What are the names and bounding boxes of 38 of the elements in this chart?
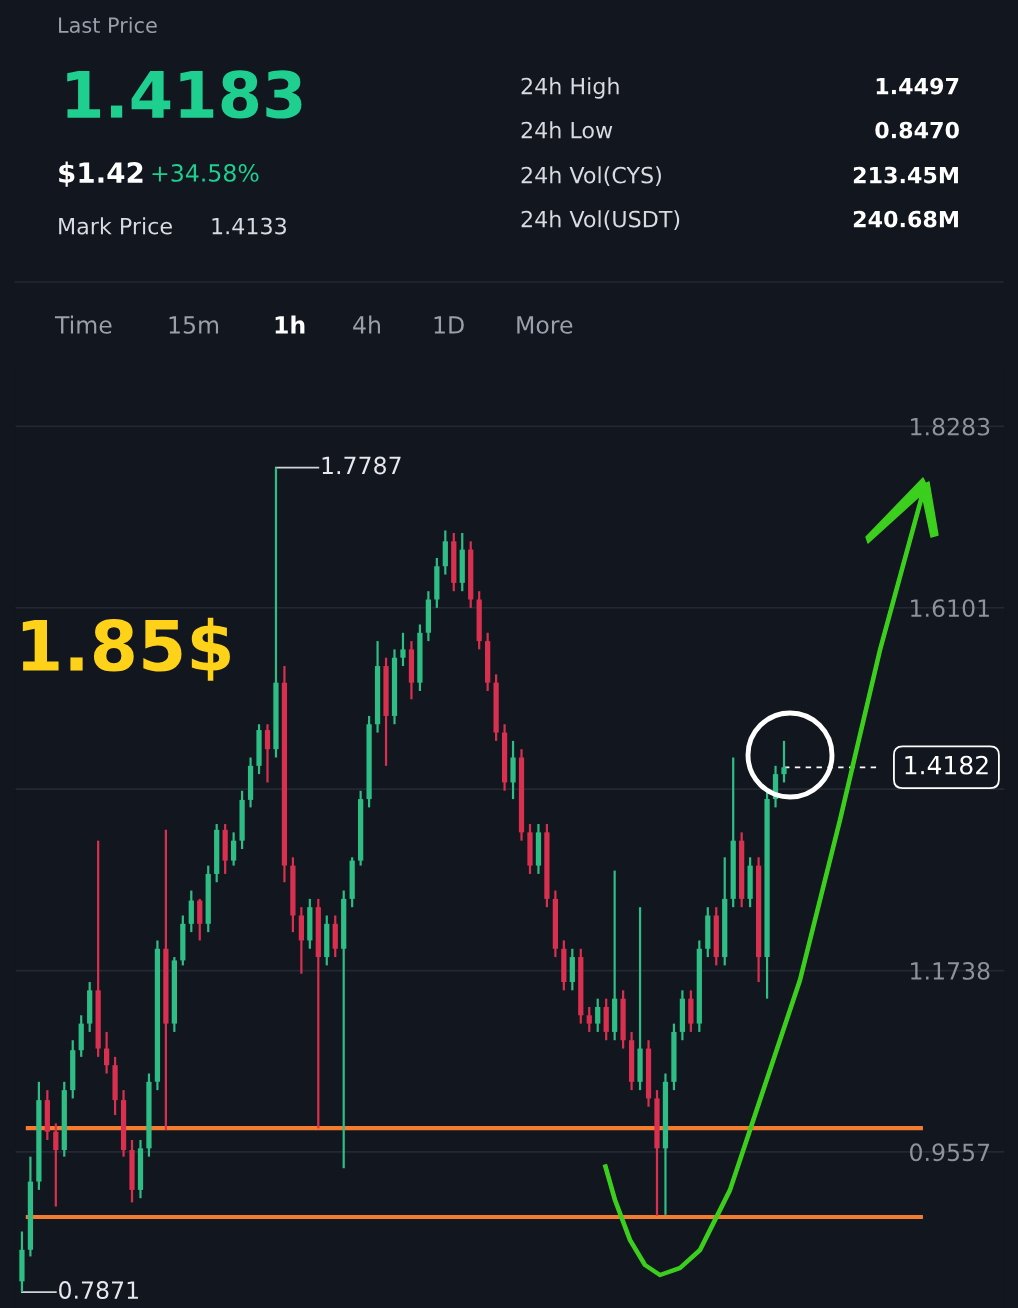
candlestick: [595, 997, 601, 1034]
text: 1.4183: [67, 70, 302, 119]
candlestick: [400, 631, 406, 668]
candlestick: [231, 831, 237, 867]
text: Time: [54, 315, 112, 334]
text: 1h: [275, 315, 305, 334]
y-tick-label: 0.9557: [910, 1143, 990, 1162]
text: 1D: [434, 316, 464, 334]
y-tick-label: 1.8283: [911, 417, 990, 436]
candlestick: [264, 723, 271, 784]
annotation: 1.85$: [22, 617, 230, 681]
annotation: 0.7871: [59, 1281, 138, 1299]
text: $1.42: [59, 161, 143, 187]
text: 24h High: [521, 77, 619, 99]
candlestick: [586, 1005, 592, 1034]
candlestick: [103, 1030, 110, 1075]
text: 1.4497: [876, 77, 959, 95]
text: 24h Vol(USDT): [521, 210, 680, 231]
text: 24h Vol(CYS): [521, 166, 661, 187]
annotation: 1.7787: [322, 456, 401, 475]
text: 0.8470: [875, 121, 959, 139]
text: More: [517, 316, 573, 334]
text: 1.4133: [212, 217, 286, 235]
candlestick: [188, 889, 194, 934]
y-tick-label: 1.1738: [911, 962, 990, 980]
text: 24h Low: [521, 121, 613, 139]
candlestick: [781, 739, 787, 784]
text: +34.58%: [152, 163, 259, 182]
text: Mark Price: [59, 217, 172, 235]
candlestick: [53, 1122, 59, 1208]
text: 213.45M: [853, 166, 958, 184]
ref-line-label: 1.4182: [905, 755, 988, 775]
y-tick-label: 1.6101: [911, 599, 989, 618]
text: 240.68M: [853, 210, 958, 228]
text: 4h: [353, 315, 380, 334]
text: 15m: [169, 316, 219, 334]
text: Last Price: [59, 16, 157, 34]
candlestick: [197, 897, 203, 942]
